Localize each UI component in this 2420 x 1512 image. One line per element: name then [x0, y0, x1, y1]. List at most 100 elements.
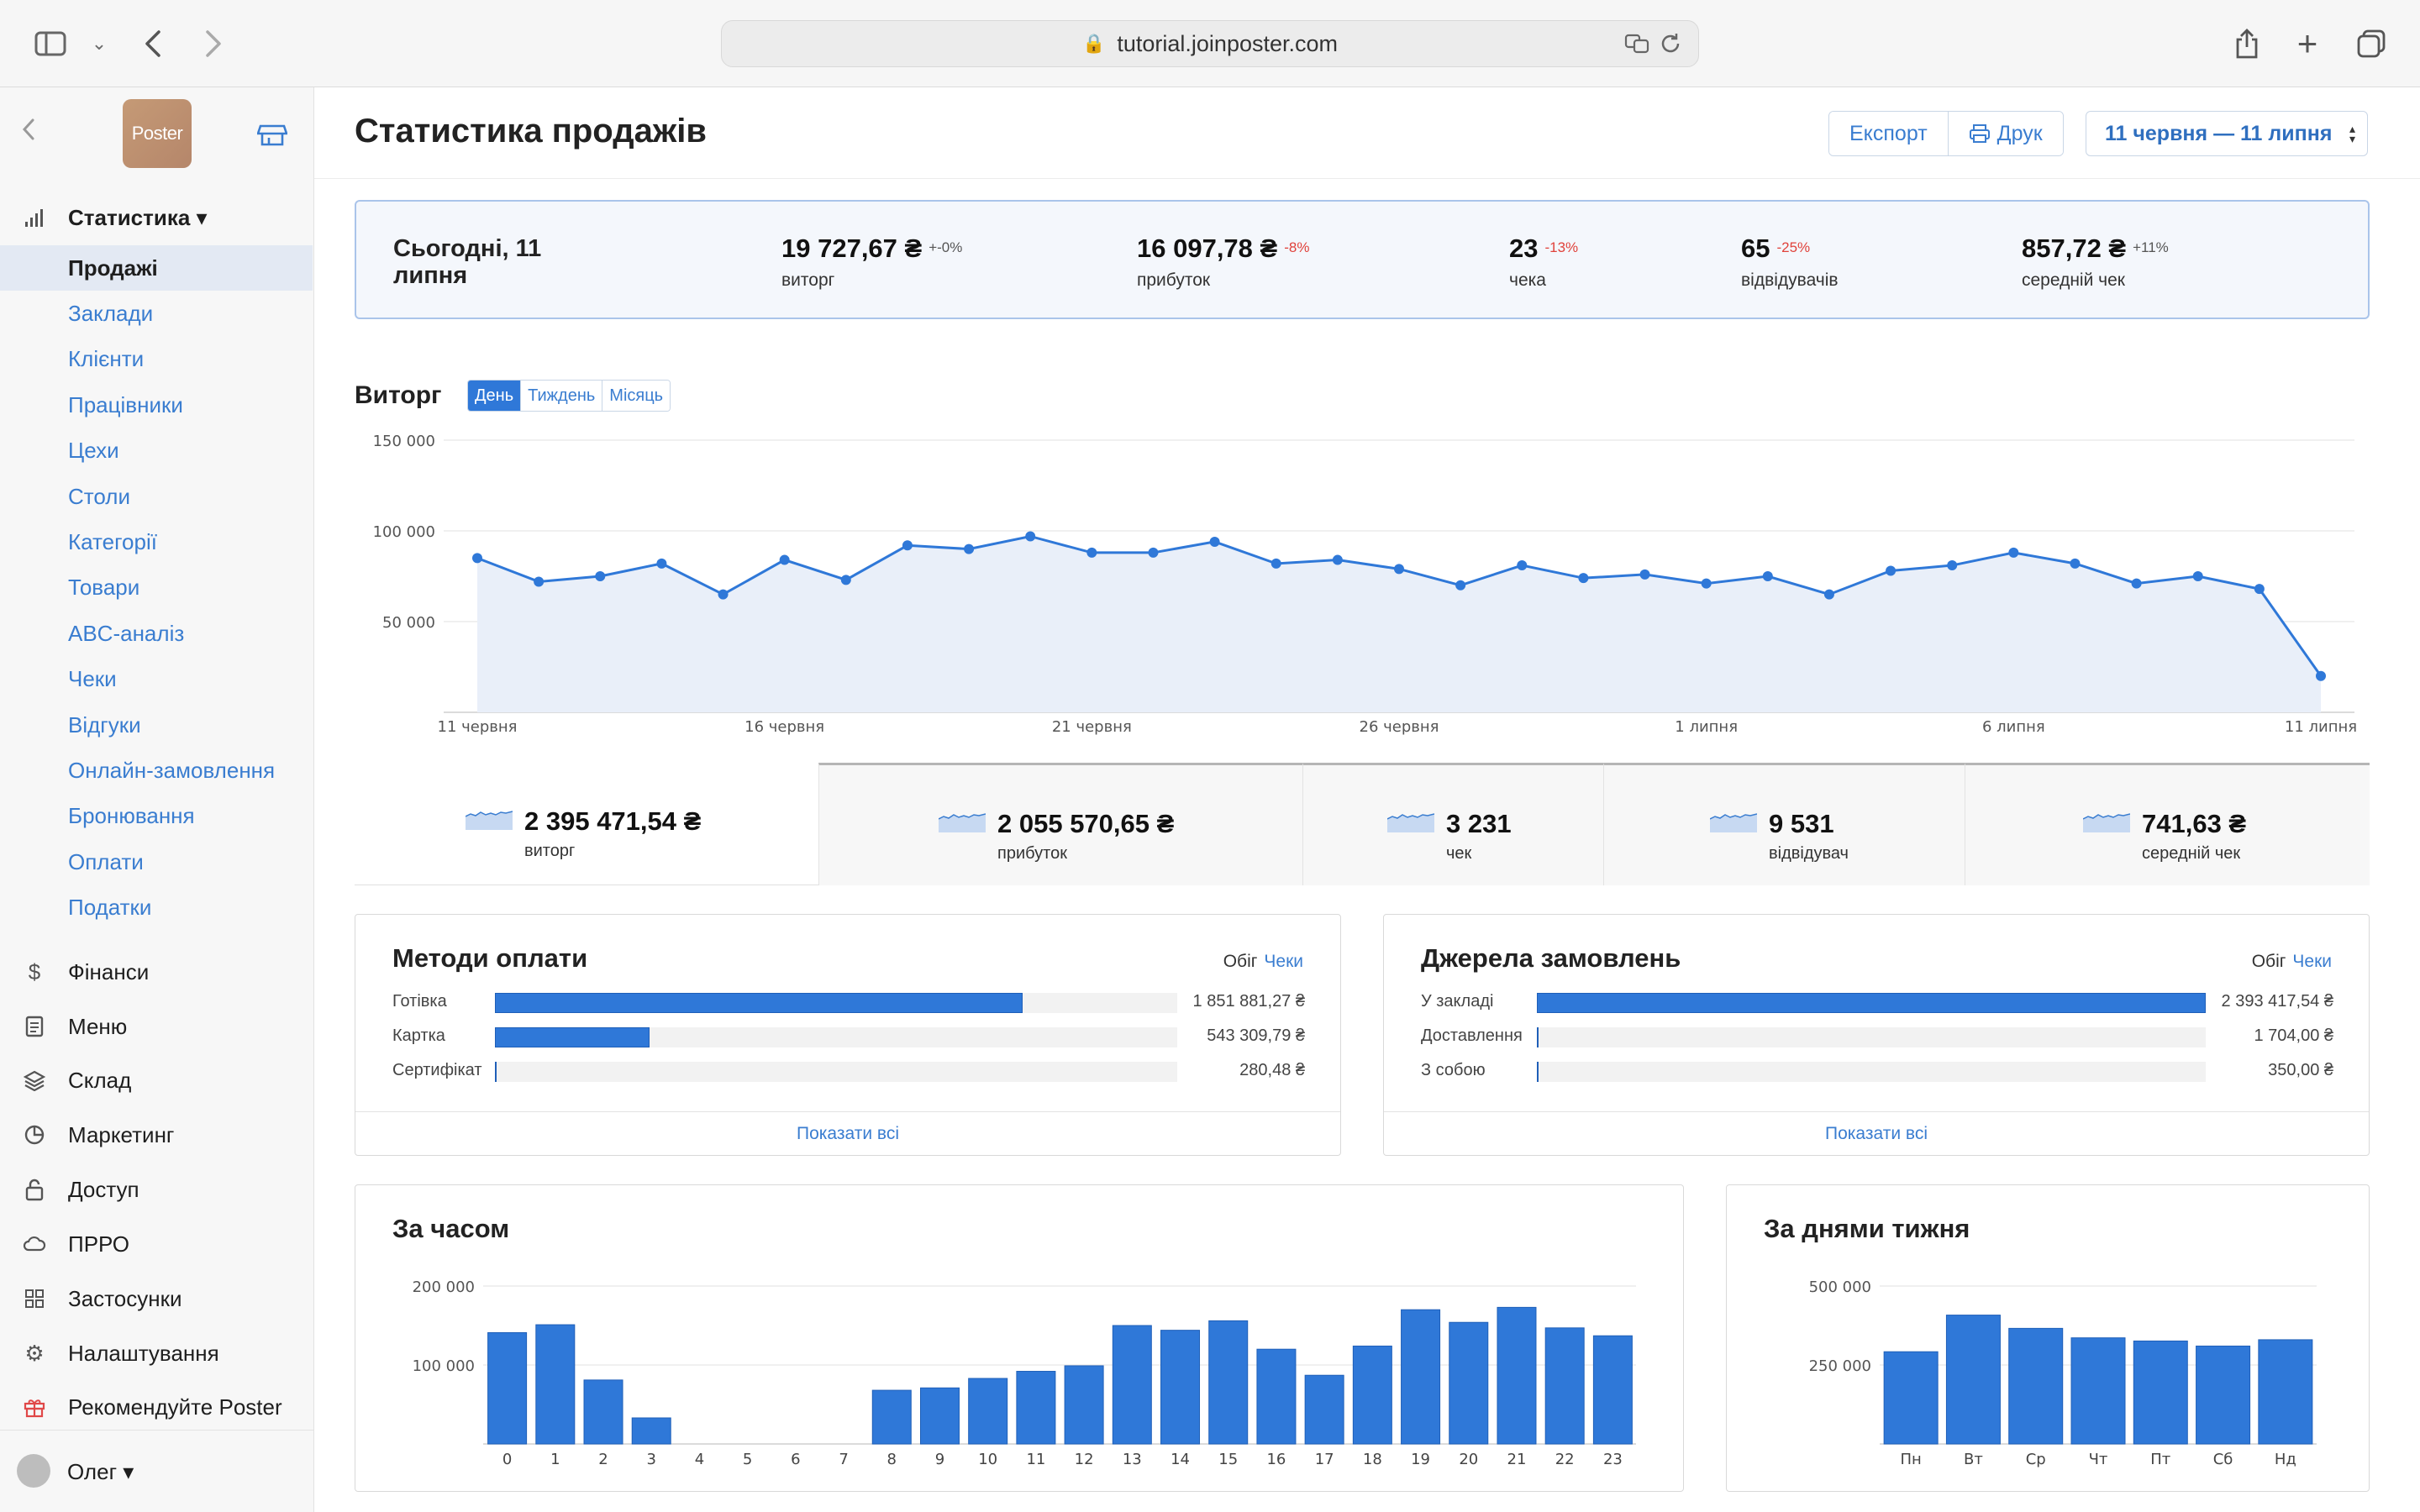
sidebar-item-label: Працівники: [68, 391, 183, 417]
tab-week[interactable]: Тиждень: [520, 381, 602, 411]
poster-logo[interactable]: Poster: [123, 99, 192, 168]
row-name: Готівка: [392, 992, 447, 1011]
address-bar[interactable]: 🔒 tutorial.joinposter.com: [721, 20, 1699, 67]
x-tick-label: 6: [791, 1451, 800, 1468]
nav-statistics[interactable]: Статистика ▾: [0, 195, 314, 240]
nav-menu[interactable]: Меню: [0, 1004, 314, 1049]
bar: [2008, 1327, 2064, 1445]
sidebar-item-abc-analysis[interactable]: ABC-аналіз: [0, 611, 313, 656]
row-value: 280,48 ₴: [1239, 1061, 1305, 1079]
row-value: 350,00 ₴: [2268, 1061, 2333, 1079]
toggle-turnover[interactable]: Обіг: [1223, 952, 1258, 971]
share-icon[interactable]: [2228, 25, 2265, 62]
sidebar-item-bookings[interactable]: Бронювання: [0, 793, 313, 838]
nav-prro[interactable]: ПРРО: [0, 1221, 314, 1267]
sidebar-item-label: Бронювання: [68, 802, 195, 828]
sidebar-item-taxes[interactable]: Податки: [0, 885, 313, 930]
store-icon[interactable]: [257, 123, 287, 148]
data-point: [1025, 531, 1036, 542]
y-tick-label: 50 000: [382, 614, 435, 632]
sidebar-item-receipts[interactable]: Чеки: [0, 656, 313, 701]
bar: [2070, 1337, 2126, 1445]
sidebar-item-label: Цехи: [68, 437, 119, 463]
nav-marketing[interactable]: Маркетинг: [0, 1112, 314, 1158]
nav-apps[interactable]: Застосунки: [0, 1276, 314, 1321]
total-avg-check[interactable]: 741,63 ₴ середній чек: [1965, 763, 2370, 885]
x-tick-label: Сб: [2213, 1451, 2233, 1468]
print-button[interactable]: Друк: [1947, 112, 2063, 155]
sidebar-item-employees[interactable]: Працівники: [0, 382, 313, 428]
sidebar-item-venues[interactable]: Заклади: [0, 291, 313, 336]
sidebar-item-workshops[interactable]: Цехи: [0, 428, 313, 473]
new-tab-icon[interactable]: +: [2296, 24, 2318, 63]
sidebar-item-sales[interactable]: Продажі: [0, 245, 313, 291]
back-icon[interactable]: [134, 25, 171, 62]
data-point: [2131, 578, 2142, 589]
export-button[interactable]: Експорт: [1829, 112, 1948, 155]
today-date: Сьогодні, 11 липня: [393, 235, 542, 289]
data-point: [1332, 554, 1343, 565]
x-tick-label: 26 червня: [1360, 718, 1439, 736]
data-point: [1209, 536, 1220, 547]
total-value: 2 055 570,65 ₴: [997, 809, 1175, 838]
toggle-turnover[interactable]: Обіг: [2251, 952, 2286, 971]
show-all-link[interactable]: Показати всі: [1384, 1111, 2369, 1155]
nav-finance-label: Фінанси: [68, 958, 150, 984]
document-icon: [22, 1014, 47, 1039]
y-tick-label: 150 000: [373, 433, 435, 450]
forward-icon[interactable]: [195, 25, 232, 62]
sidebar-toggle-icon[interactable]: [32, 25, 69, 62]
data-point: [1270, 558, 1281, 569]
x-tick-label: 10: [978, 1451, 997, 1468]
bar: [1160, 1330, 1201, 1445]
x-tick-label: Вт: [1964, 1451, 1983, 1468]
tabs-overview-icon[interactable]: [2353, 25, 2390, 62]
chevron-down-icon[interactable]: ⌄: [91, 33, 108, 54]
collapse-sidebar-icon[interactable]: [22, 118, 35, 148]
total-label: чек: [1446, 844, 1472, 863]
translate-icon[interactable]: [1624, 31, 1649, 56]
sidebar-item-categories[interactable]: Категорії: [0, 519, 313, 564]
nav-warehouse[interactable]: Склад: [0, 1058, 314, 1103]
x-tick-label: 15: [1218, 1451, 1238, 1468]
metric-label: чека: [1509, 270, 1546, 290]
total-value: 3 231: [1446, 809, 1512, 838]
data-point: [2070, 558, 2081, 569]
bar-track: [1537, 1027, 2206, 1047]
toggle-receipts[interactable]: Чеки: [2292, 952, 2332, 971]
total-profit[interactable]: 2 055 570,65 ₴ прибуток: [818, 763, 1302, 885]
tab-day[interactable]: День: [468, 381, 521, 411]
data-point: [1886, 565, 1897, 576]
total-visitors[interactable]: 9 531 відвідувач: [1603, 763, 1965, 885]
list-item: Картка 543 309,79 ₴: [392, 1025, 1305, 1050]
x-tick-label: 16 червня: [744, 718, 824, 736]
nav-settings[interactable]: ⚙ Налаштування: [0, 1331, 314, 1376]
data-point: [1578, 573, 1589, 584]
sidebar-item-products[interactable]: Товари: [0, 564, 313, 610]
today-summary: Сьогодні, 11 липня 19 727,67 ₴ +-0% витор…: [355, 200, 2370, 319]
tab-month[interactable]: Місяць: [602, 381, 671, 411]
total-receipts[interactable]: 3 231 чек: [1302, 763, 1603, 885]
sidebar-item-online-orders[interactable]: Онлайн-замовлення: [0, 748, 313, 793]
data-point: [2254, 584, 2265, 595]
browser-toolbar: ⌄ 🔒 tutorial.joinposter.com +: [0, 0, 2420, 87]
row-name: У закладі: [1421, 992, 1494, 1011]
nav-finance[interactable]: $ Фінанси: [0, 949, 314, 995]
total-revenue[interactable]: 2 395 471,54 ₴ виторг: [355, 763, 818, 885]
bar: [968, 1378, 1008, 1445]
user-menu[interactable]: Олег ▾: [0, 1430, 314, 1512]
reload-icon[interactable]: [1658, 31, 1683, 56]
sidebar-item-reviews[interactable]: Відгуки: [0, 702, 313, 748]
show-all-link[interactable]: Показати всі: [355, 1111, 1340, 1155]
sidebar-item-tables[interactable]: Столи: [0, 474, 313, 519]
metric-delta: +11%: [2133, 239, 2169, 255]
sidebar-item-clients[interactable]: Клієнти: [0, 336, 313, 381]
date-range-picker[interactable]: 11 червня — 11 липня ▴ ▾: [2086, 111, 2368, 156]
toggle-receipts[interactable]: Чеки: [1264, 952, 1303, 971]
nav-access[interactable]: Доступ: [0, 1167, 314, 1212]
bar: [1497, 1306, 1537, 1445]
sidebar-item-label: Онлайн-замовлення: [68, 757, 276, 783]
sidebar-item-payments[interactable]: Оплати: [0, 839, 313, 885]
sparkline-icon: [466, 811, 513, 830]
nav-recommend[interactable]: Рекомендуйте Poster: [0, 1384, 314, 1430]
